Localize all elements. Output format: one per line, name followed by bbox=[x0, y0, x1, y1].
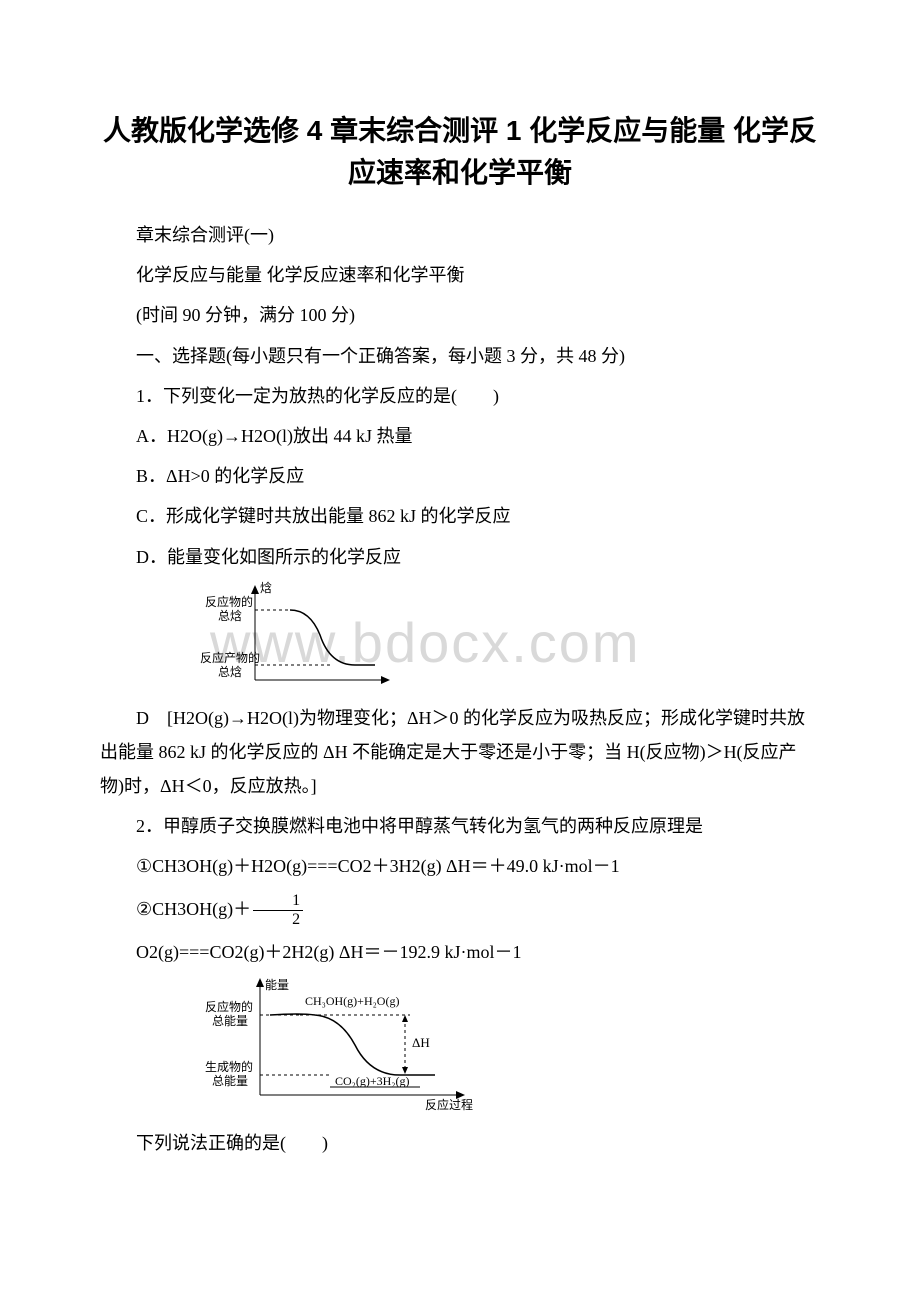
product-energy-label-2: 总能量 bbox=[212, 1074, 248, 1088]
reactant-label: 反应物的 bbox=[205, 594, 253, 609]
document-title: 人教版化学选修 4 章末综合测评 1 化学反应与能量 化学反应速率和化学平衡 bbox=[100, 110, 820, 194]
option-b: B．ΔH>0 的化学反应 bbox=[100, 459, 820, 493]
product-label: 反应产物的 bbox=[200, 650, 260, 665]
product-label-2: 总焓 bbox=[218, 664, 242, 679]
subtitle-1: 章末综合测评(一) bbox=[100, 218, 820, 252]
product-energy-label: 生成物的 bbox=[205, 1059, 253, 1074]
document-page: www.bdocx.com 人教版化学选修 4 章末综合测评 1 化学反应与能量… bbox=[0, 0, 920, 1227]
reactant-energy-label-2: 总能量 bbox=[212, 1014, 248, 1028]
top-formula: CH₃OH(g)+H₂O(g) bbox=[305, 994, 399, 1008]
time-info: (时间 90 分钟，满分 100 分) bbox=[100, 298, 820, 332]
enthalpy-diagram-1: 焓 反应物的 总焓 反应产物的 总焓 bbox=[200, 580, 820, 695]
question-2: 2．甲醇质子交换膜燃料电池中将甲醇蒸气转化为氢气的两种反应原理是 bbox=[100, 809, 820, 843]
y-axis-label: 焓 bbox=[260, 580, 272, 595]
section-heading: 一、选择题(每小题只有一个正确答案，每小题 3 分，共 48 分) bbox=[100, 339, 820, 373]
equation-2-prefix: ②CH3OH(g)＋ bbox=[136, 899, 251, 919]
question-1: 1．下列变化一定为放热的化学反应的是( ) bbox=[100, 379, 820, 413]
subtitle-2: 化学反应与能量 化学反应速率和化学平衡 bbox=[100, 258, 820, 292]
diagram-1-svg: 焓 反应物的 总焓 反应产物的 总焓 bbox=[200, 580, 390, 690]
y-axis-label-2: 能量 bbox=[265, 978, 289, 992]
delta-h-label: ΔH bbox=[412, 1035, 430, 1050]
energy-diagram-2: 能量 反应过程 反应物的 总能量 生成物的 总能量 CH₃OH(g)+H₂O(g… bbox=[200, 975, 820, 1120]
option-d: D．能量变化如图所示的化学反应 bbox=[100, 540, 820, 574]
equation-1: ①CH3OH(g)＋H2O(g)===CO2＋3H2(g) ΔH＝＋49.0 k… bbox=[100, 849, 820, 883]
fraction-numerator: 1 bbox=[253, 892, 303, 911]
reactant-energy-label: 反应物的 bbox=[205, 999, 253, 1014]
fraction-denominator: 2 bbox=[253, 911, 303, 929]
equation-2-part2: O2(g)===CO2(g)＋2H2(g) ΔH＝－192.9 kJ·mol－1 bbox=[100, 935, 820, 969]
reactant-label-2: 总焓 bbox=[218, 608, 242, 623]
bottom-formula: CO₂(g)+3H₂(g) bbox=[335, 1074, 409, 1088]
equation-2-part1: ②CH3OH(g)＋12 bbox=[100, 890, 820, 930]
option-a: A．H2O(g)→H2O(l)放出 44 kJ 热量 bbox=[100, 419, 820, 453]
x-axis-label: 反应过程 bbox=[425, 1097, 473, 1112]
fraction-half: 12 bbox=[253, 892, 303, 928]
option-c: C．形成化学键时共放出能量 862 kJ 的化学反应 bbox=[100, 499, 820, 533]
answer-explanation: D [H2O(g)→H2O(l)为物理变化；ΔH＞0 的化学反应为吸热反应；形成… bbox=[100, 701, 820, 804]
question-2-prompt: 下列说法正确的是( ) bbox=[100, 1126, 820, 1160]
diagram-2-svg: 能量 反应过程 反应物的 总能量 生成物的 总能量 CH₃OH(g)+H₂O(g… bbox=[200, 975, 480, 1115]
